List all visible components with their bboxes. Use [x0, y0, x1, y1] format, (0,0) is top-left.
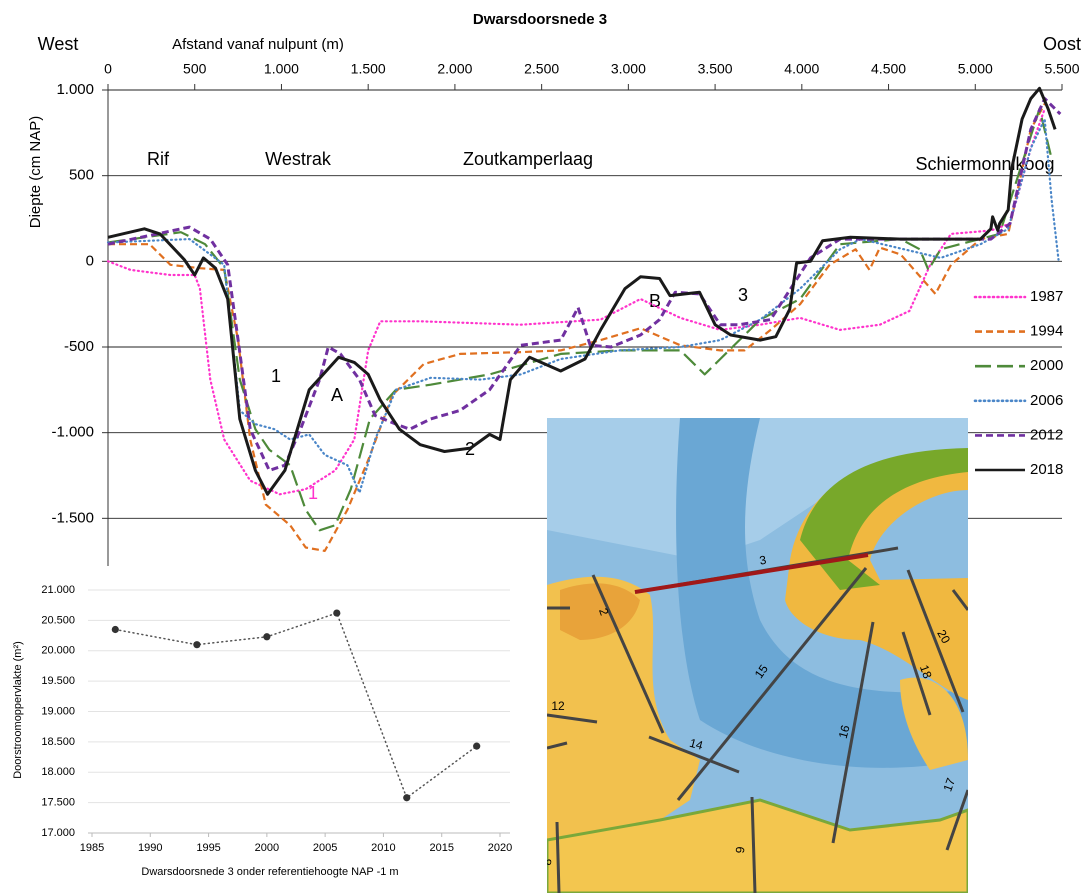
figure: Dwarsdoorsnede 3 West Oost Afstand vanaf…	[0, 0, 1090, 893]
y-tick-label: -1.500	[51, 509, 94, 526]
y-tick-label: 21.000	[41, 584, 75, 596]
y-tick-label: 1.000	[56, 81, 94, 98]
x-tick-label: 2005	[313, 842, 337, 854]
x-tick-label: 2.500	[524, 61, 559, 77]
y-tick-label: -500	[64, 338, 94, 355]
x-tick-label: 2000	[255, 842, 279, 854]
x-tick-label: 5.000	[958, 61, 993, 77]
x-tick-label: 0	[104, 61, 112, 77]
data-point	[333, 609, 340, 616]
legend-label: 2018	[1030, 461, 1063, 478]
data-point	[112, 626, 119, 633]
x-axis-title: Afstand vanaf nulpunt (m)	[172, 36, 344, 53]
x-tick-label: 4.000	[784, 61, 819, 77]
transect-label: 12	[551, 699, 565, 713]
legend-label: 2006	[1030, 392, 1063, 409]
x-tick-label: 2015	[429, 842, 453, 854]
x-tick-label: 2020	[488, 842, 512, 854]
x-tick-label: 1990	[138, 842, 162, 854]
y-tick-label: -1.000	[51, 424, 94, 441]
annotation: 1	[271, 366, 281, 386]
y-tick-label: 18.000	[41, 766, 75, 778]
x-axis-title: Dwarsdoorsnede 3 onder referentiehoogte …	[141, 866, 398, 878]
x-tick-label: 500	[183, 61, 207, 77]
y-tick-label: 20.500	[41, 614, 75, 626]
y-tick-label: 20.000	[41, 645, 75, 657]
x-tick-label: 1995	[196, 842, 220, 854]
data-point	[473, 743, 480, 750]
y-tick-label: 19.000	[41, 705, 75, 717]
annotation: Rif	[147, 149, 170, 169]
chart-title: Dwarsdoorsnede 3	[473, 11, 607, 28]
area-chart: Doorstroomoppervlakte (m²) Dwarsdoorsned…	[0, 566, 532, 893]
data-point	[193, 641, 200, 648]
x-tick-label: 3.500	[698, 61, 733, 77]
y-axis-title: Doorstroomoppervlakte (m²)	[12, 641, 24, 779]
legend-label: 1987	[1030, 288, 1063, 305]
y-tick-label: 0	[86, 252, 94, 269]
x-tick-label: 2.000	[437, 61, 472, 77]
y-tick-label: 18.500	[41, 736, 75, 748]
east-label: Oost	[1043, 34, 1081, 54]
y-tick-label: 17.000	[41, 827, 75, 839]
legend-label: 1994	[1030, 323, 1063, 340]
legend-label: 2012	[1030, 426, 1063, 443]
annotation: Zoutkamperlaag	[463, 149, 593, 169]
x-tick-label: 1.500	[351, 61, 386, 77]
y-axis-title: Diepte (cm NAP)	[27, 116, 44, 229]
y-tick-label: 17.500	[41, 797, 75, 809]
data-point	[403, 794, 410, 801]
west-label: West	[38, 34, 79, 54]
x-tick-label: 2010	[371, 842, 395, 854]
x-tick-label: 3.000	[611, 61, 646, 77]
y-tick-label: 19.500	[41, 675, 75, 687]
x-tick-label: 5.500	[1044, 61, 1079, 77]
annotation: Schiermonnikoog	[915, 154, 1054, 174]
x-tick-label: 4.500	[871, 61, 906, 77]
annotation: Westrak	[265, 149, 332, 169]
x-tick-label: 1985	[80, 842, 104, 854]
x-tick-label: 1.000	[264, 61, 299, 77]
transect	[557, 822, 559, 893]
legend-label: 2000	[1030, 357, 1063, 374]
annotation: 3	[738, 285, 748, 305]
annotation: A	[331, 385, 343, 405]
data-point	[263, 633, 270, 640]
y-tick-label: 500	[69, 167, 94, 184]
